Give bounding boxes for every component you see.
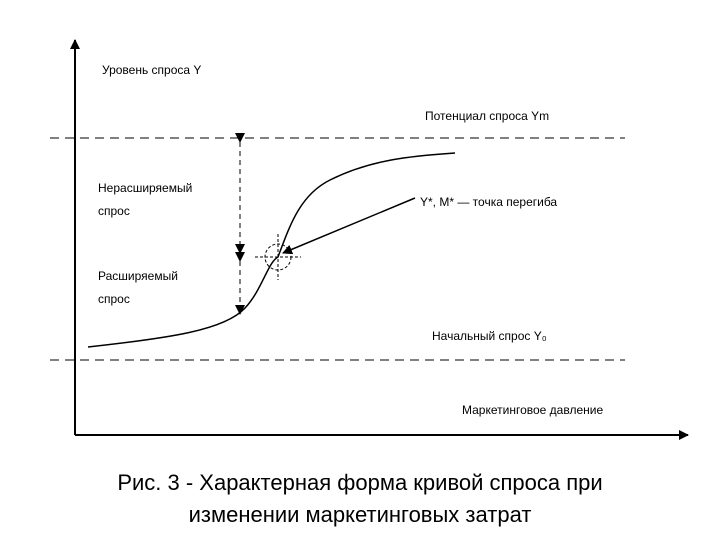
potential-label: Потенциал спроса Ym: [425, 109, 549, 123]
zone-label: Нерасширяемый: [98, 181, 192, 195]
inflection-label: Y*, M* — точка перегиба: [420, 195, 557, 209]
caption: изменении маркетинговых затрат: [189, 502, 532, 527]
initial-label: Начальный спрос Y₀: [432, 329, 547, 343]
zone-label: спрос: [98, 292, 130, 306]
x-axis-label: Маркетинговое давление: [462, 403, 603, 417]
zone-label: спрос: [98, 204, 130, 218]
caption: Рис. 3 - Характерная форма кривой спроса…: [117, 470, 602, 495]
zone-label: Расширяемый: [98, 269, 178, 283]
y-axis-label: Уровень спроса Y: [102, 63, 201, 77]
pointer: [282, 197, 416, 255]
